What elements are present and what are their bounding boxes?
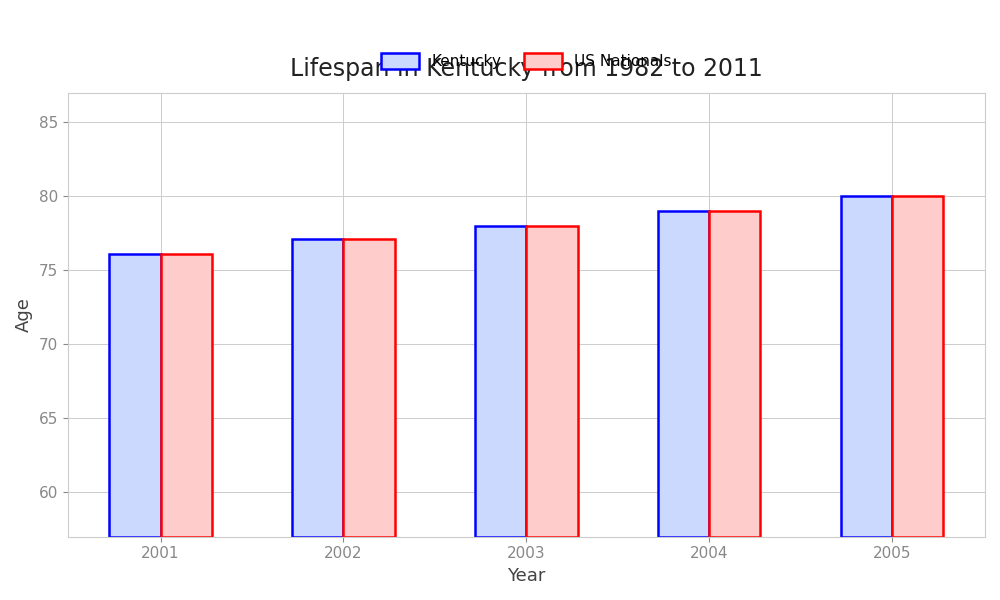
- Bar: [475, 226, 526, 537]
- Bar: [292, 239, 343, 537]
- Bar: [841, 196, 892, 537]
- Bar: [892, 196, 943, 537]
- X-axis label: Year: Year: [507, 567, 546, 585]
- Title: Lifespan in Kentucky from 1982 to 2011: Lifespan in Kentucky from 1982 to 2011: [290, 57, 763, 81]
- Bar: [526, 226, 578, 537]
- Bar: [658, 211, 709, 537]
- Bar: [161, 254, 212, 537]
- Legend: Kentucky, US Nationals: Kentucky, US Nationals: [375, 47, 678, 76]
- Bar: [343, 239, 395, 537]
- Bar: [709, 211, 760, 537]
- Bar: [109, 254, 161, 537]
- Y-axis label: Age: Age: [15, 298, 33, 332]
